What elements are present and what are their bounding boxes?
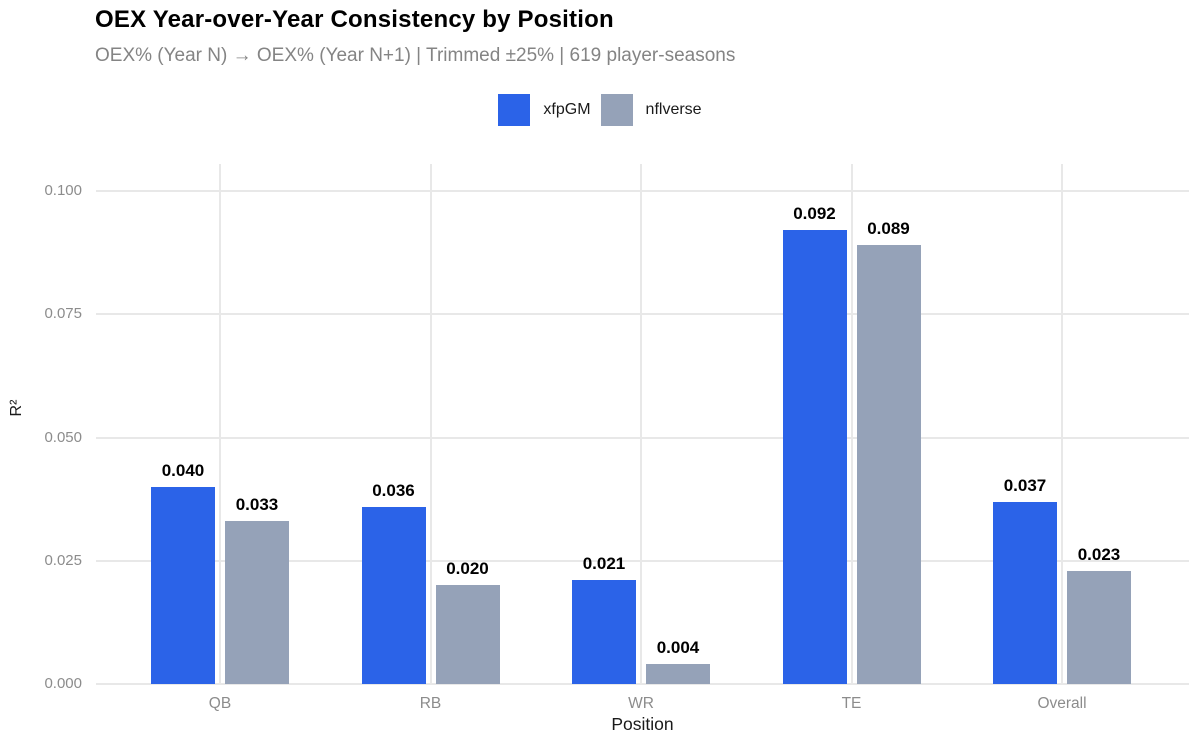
bar-nflverse-TE <box>856 245 921 684</box>
legend-label: nflverse <box>645 101 702 118</box>
gridline-v <box>1061 164 1063 684</box>
gridline-v <box>640 164 642 684</box>
bar-nflverse-QB <box>225 521 289 684</box>
bar-nflverse-WR <box>646 664 710 684</box>
bar-value-label: 0.092 <box>793 204 836 224</box>
legend-label: xfpGM <box>543 101 591 118</box>
bar-nflverse-RB <box>435 585 500 684</box>
y-tick-label: 0.025 <box>44 551 82 569</box>
bar-value-label: 0.037 <box>1003 475 1047 495</box>
chart-subtitle: OEX% (Year N) → OEX% (Year N+1) | Trimme… <box>95 45 736 66</box>
y-axis-title: R² <box>8 399 25 417</box>
y-tick-label: 0.000 <box>44 675 82 692</box>
plot-area: 0.000 0.025 0.050 0.075 0.100 QB RB WR TE Overall… <box>44 164 1189 712</box>
bar-xfpGM-RB <box>361 506 426 684</box>
x-tick-label-WR: WR <box>628 695 654 712</box>
legend: xfpGM nflverse <box>0 94 1200 126</box>
bar-value-label: 0.023 <box>1077 544 1121 564</box>
bar-nflverse-Overall <box>1067 570 1131 684</box>
bar-xfpGM-Overall <box>993 501 1057 684</box>
bar-xfpGM-QB <box>151 486 215 684</box>
gridline-v <box>429 164 432 684</box>
gridline-h <box>96 190 1189 192</box>
bar-value-label: 0.021 <box>582 554 626 574</box>
chart-title: OEX Year-over-Year Consistency by Positi… <box>95 6 614 33</box>
x-tick-label-RB: RB <box>419 695 442 712</box>
legend-swatch-xfpGM <box>498 94 531 126</box>
y-tick-label: 0.100 <box>44 182 82 199</box>
gridline-v <box>850 164 853 684</box>
bar-value-label: 0.036 <box>372 480 415 500</box>
x-tick-label-Overall: Overall <box>1037 695 1087 712</box>
gridline-h <box>96 683 1189 685</box>
gridline-h <box>96 559 1189 562</box>
bar-value-label: 0.033 <box>235 495 279 515</box>
x-axis-title: Position <box>611 714 674 734</box>
legend-swatch-nflverse <box>600 94 633 126</box>
bar-value-label: 0.004 <box>656 638 700 658</box>
x-tick-label-TE: TE <box>841 695 862 712</box>
gridline-h <box>96 436 1189 439</box>
y-tick-label: 0.075 <box>44 305 82 323</box>
legend-item-nflverse: nflverse <box>600 94 702 126</box>
bar-value-label: 0.020 <box>446 559 489 579</box>
bar-value-label: 0.040 <box>161 460 205 480</box>
y-tick-label: 0.050 <box>44 428 82 446</box>
bar-value-label: 0.089 <box>867 219 910 239</box>
gridline-v <box>219 164 221 684</box>
bar-xfpGM-WR <box>572 580 636 684</box>
x-tick-label-QB: QB <box>208 695 232 712</box>
legend-item-xfpGM: xfpGM <box>498 94 591 126</box>
gridline-h <box>96 313 1189 316</box>
bar-xfpGM-TE <box>782 230 847 684</box>
